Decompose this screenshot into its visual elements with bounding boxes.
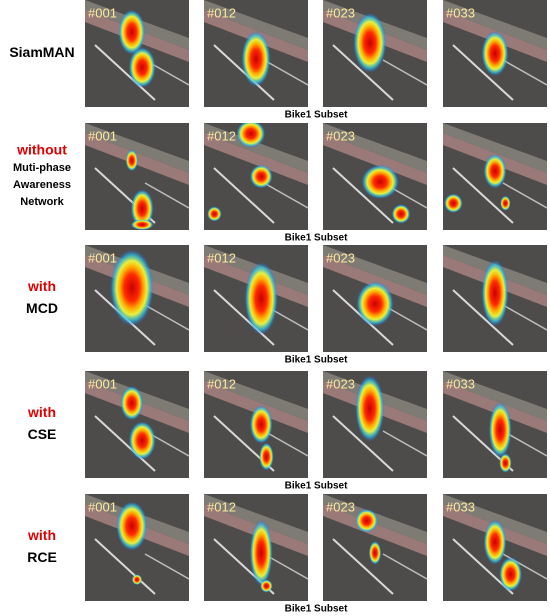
heatmap-image [443,371,547,478]
row-label: without [16,142,67,158]
heatmap-image [323,245,427,352]
frame-number: #001 [88,499,117,514]
frame-number: #012 [207,128,236,143]
caption: Bike1 Subset [285,110,348,121]
frame-number: #023 [326,376,355,391]
row-label: SiamMAN [9,44,74,60]
heatmap-image [204,371,308,478]
frame-number: #001 [88,250,117,265]
frame-number: #012 [207,499,236,514]
frame-number: #033 [446,376,475,391]
row-label: with [27,278,56,294]
frame-number: #023 [326,499,355,514]
frame-number: #001 [88,376,117,391]
frame-number: #033 [446,499,475,514]
caption: Bike1 Subset [285,233,348,244]
frame-number: #001 [88,128,117,143]
frame-number: #023 [326,5,355,20]
heatmap-image [204,0,308,107]
heatmap-image [443,494,547,601]
frame-number: #012 [207,250,236,265]
heatmap-image [85,494,189,601]
heatmap-image [443,123,547,230]
heatmap-image [85,371,189,478]
heatmap-image [323,123,427,230]
heatmap-image [85,123,189,230]
frame-number: #023 [326,250,355,265]
heatmap-image [443,0,547,107]
heatmap-image [443,245,547,352]
heatmap-image [323,371,427,478]
caption: Bike1 Subset [285,481,348,492]
heatmap-image [323,0,427,107]
heatmap-image [204,123,308,230]
heatmap-image [85,0,189,107]
heatmap-image [204,245,308,352]
frame-number: #012 [207,5,236,20]
caption: Bike1 Subset [285,355,348,366]
row-label: CSE [28,426,57,442]
row-label: with [27,404,56,420]
row-label: Network [20,196,64,208]
frame-number: #012 [207,376,236,391]
row-label: MCD [26,300,58,316]
row-label: RCE [27,549,57,565]
row-label: with [27,527,56,543]
frame-number: #023 [326,128,355,143]
heatmap-image [204,494,308,601]
heatmap-image [323,494,427,601]
frame-number: #001 [88,5,117,20]
heatmap-image [85,245,189,352]
caption: Bike1 Subset [285,604,348,615]
row-label: Awareness [13,179,71,191]
row-label: Muti-phase [13,162,71,174]
frame-number: #033 [446,5,475,20]
